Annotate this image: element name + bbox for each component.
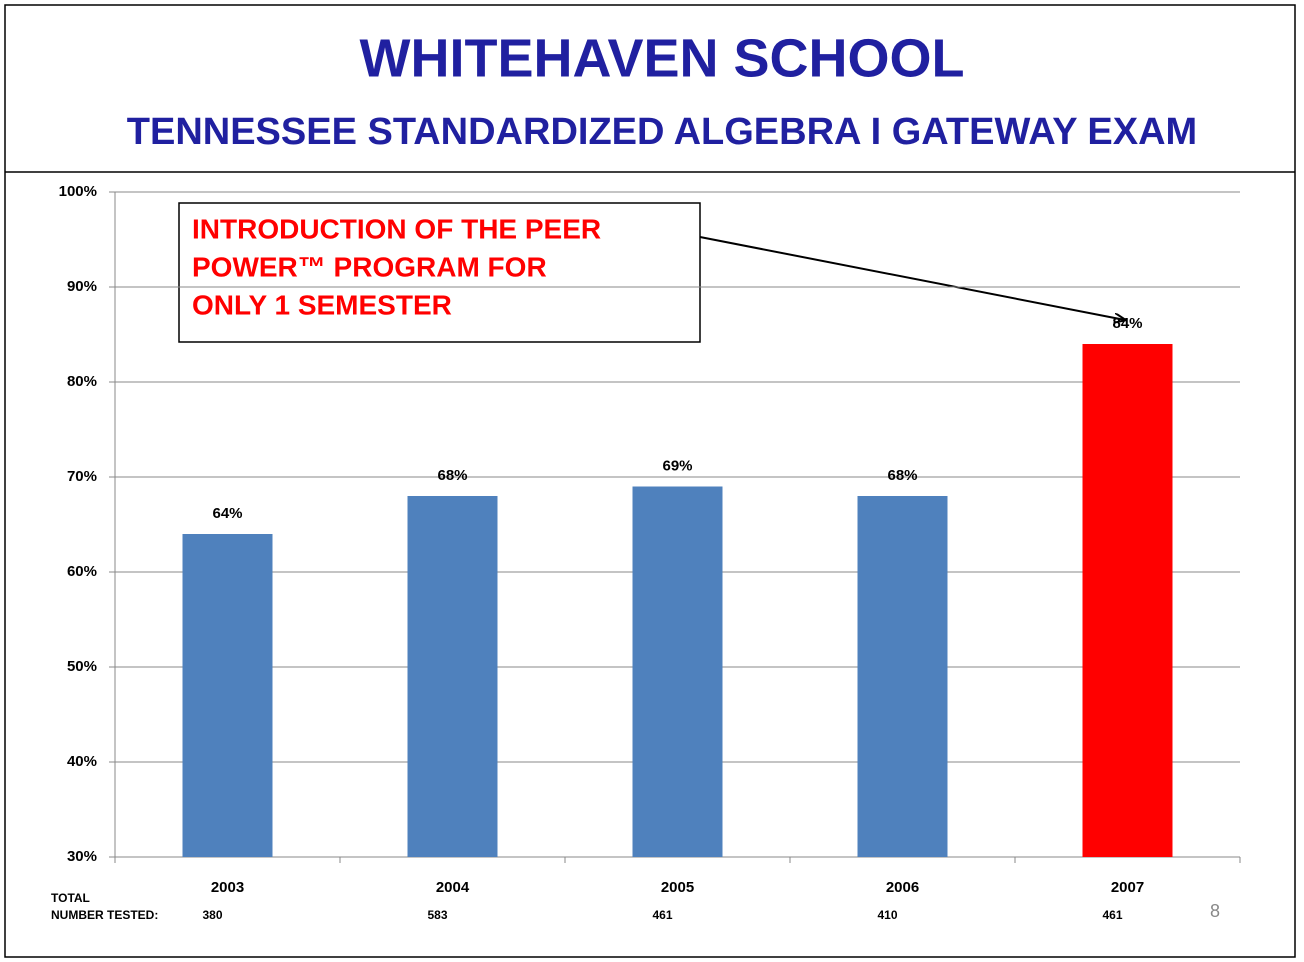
- bar: [182, 534, 273, 857]
- annotation-text: POWER™ PROGRAM FOR: [192, 251, 547, 282]
- bar: [857, 496, 948, 857]
- y-tick-label: 30%: [67, 848, 97, 865]
- count-label: 380: [203, 908, 223, 922]
- y-tick-label: 40%: [67, 753, 97, 770]
- x-tick-label: 2006: [886, 879, 919, 896]
- value-label: 84%: [1112, 315, 1142, 332]
- annotation-arrow: [699, 236, 1125, 320]
- x-tick-label: 2004: [436, 879, 470, 896]
- annotation-text: ONLY 1 SEMESTER: [192, 289, 452, 320]
- bar: [1082, 344, 1173, 857]
- y-tick-label: 70%: [67, 468, 97, 485]
- value-label: 69%: [662, 457, 692, 474]
- x-tick-label: 2003: [211, 879, 244, 896]
- count-heading: TOTAL: [51, 891, 90, 905]
- y-tick-label: 90%: [67, 278, 97, 295]
- count-label: 583: [428, 908, 448, 922]
- y-tick-label: 60%: [67, 563, 97, 580]
- y-tick-label: 100%: [59, 183, 97, 200]
- x-tick-label: 2007: [1111, 879, 1144, 896]
- chart-title: WHITEHAVEN SCHOOL: [360, 28, 965, 88]
- value-label: 64%: [212, 505, 242, 522]
- count-label: 410: [878, 908, 898, 922]
- value-label: 68%: [887, 467, 917, 484]
- y-tick-label: 50%: [67, 658, 97, 675]
- y-tick-label: 80%: [67, 373, 97, 390]
- bar: [632, 486, 723, 857]
- x-tick-label: 2005: [661, 879, 694, 896]
- count-heading: NUMBER TESTED:: [51, 908, 158, 922]
- value-label: 68%: [437, 467, 467, 484]
- annotation-text: INTRODUCTION OF THE PEER: [192, 213, 601, 244]
- page-number: 8: [1210, 901, 1220, 921]
- slide-border: [4, 4, 1296, 958]
- bar: [407, 496, 498, 857]
- annotation-box: [178, 202, 701, 343]
- count-label: 461: [653, 908, 673, 922]
- chart-subtitle: TENNESSEE STANDARDIZED ALGEBRA I GATEWAY…: [127, 111, 1197, 153]
- count-label: 461: [1103, 908, 1123, 922]
